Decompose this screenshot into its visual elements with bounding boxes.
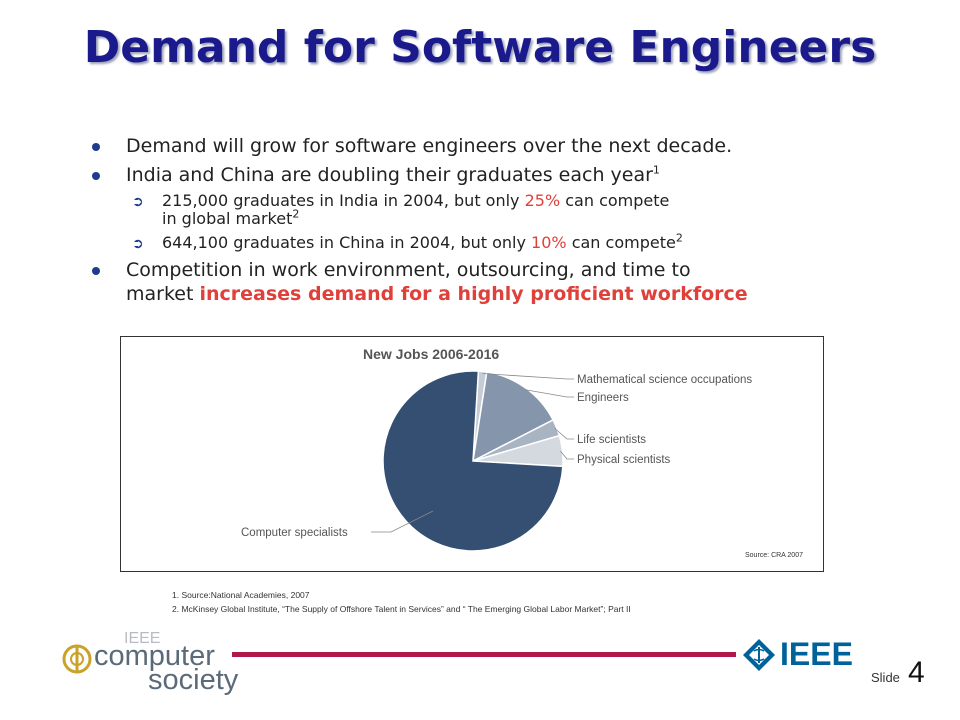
slide-label: Slide (871, 670, 900, 685)
bullet-dot-icon (92, 172, 100, 180)
ieee-logo: IEEE (742, 636, 854, 676)
bullet-item: India and China are doubling their gradu… (92, 163, 892, 187)
pie-slice (472, 371, 555, 463)
sub-bullet-text: 215,000 graduates in India in 2004, but … (162, 191, 525, 210)
sub-bullet-item: ➲ 215,000 graduates in India in 2004, bu… (92, 192, 892, 228)
pie-label: Computer specialists (241, 527, 348, 539)
computer-society-logo: IEEE computer society (62, 630, 242, 700)
logo-computer-text: computer (94, 640, 215, 672)
leader-line (554, 428, 574, 440)
pie-chart: New Jobs 2006-2016 Computer specialists M… (241, 346, 803, 559)
arrow-bullet-icon: ➲ (132, 236, 144, 252)
bullet-text: Competition in work environment, outsour… (126, 259, 691, 281)
sub-bullet-text: 644,100 graduates in China in 2004, but … (162, 233, 532, 252)
bullet-list: Demand will grow for software engineers … (92, 134, 892, 311)
footnote-ref: 2 (292, 207, 300, 221)
bullet-text: Demand will grow for software engineers … (126, 135, 733, 157)
highlight-percent: 10% (531, 233, 567, 252)
sub-bullet-item: ➲ 644,100 graduates in China in 2004, bu… (92, 231, 892, 252)
bullet-dot-icon (92, 267, 100, 275)
ieee-diamond-icon (743, 639, 775, 671)
bullet-dot-icon (92, 143, 100, 151)
footer-divider (232, 652, 736, 657)
bullet-text: India and China are doubling their gradu… (126, 164, 653, 186)
leader-line (482, 373, 574, 380)
logo-ieee-text: IEEE (124, 630, 161, 647)
pie-label: Engineers (577, 392, 629, 404)
sub-bullet-text: can compete (566, 233, 676, 252)
chart-source: Source: CRA 2007 (745, 552, 803, 559)
chart-title: New Jobs 2006-2016 (363, 346, 499, 362)
leader-line (371, 510, 434, 533)
bullet-item: Demand will grow for software engineers … (92, 134, 892, 158)
slide-title: Demand for Software Engineers (83, 22, 877, 73)
leader-line (524, 389, 574, 398)
logo-society-text: society (148, 664, 239, 696)
sub-bullet-text: can compete (560, 191, 670, 210)
footnote-1: 1. Source:National Academies, 2007 (172, 590, 310, 600)
footnote-ref: 2 (675, 231, 683, 245)
slide-number: 4 (908, 656, 925, 689)
pie-label: Mathematical science occupations (577, 374, 752, 386)
footnotes: 1. Source:National Academies, 2007 2. Mc… (172, 588, 631, 616)
bullet-text: market (126, 283, 200, 305)
ieee-logo-text: IEEE (780, 636, 853, 672)
highlight-percent: 25% (524, 191, 561, 210)
arrow-bullet-icon: ➲ (132, 194, 144, 210)
footnote-2: 2. McKinsey Global Institute, “The Suppl… (172, 604, 631, 614)
pie-slice (382, 370, 564, 552)
emphasis-text: increases demand for a highly proficient… (199, 283, 748, 305)
pie-chart-panel: New Jobs 2006-2016 Computer specialists M… (120, 336, 824, 572)
pie-label: Physical scientists (577, 454, 671, 466)
computer-society-emblem-icon (62, 644, 92, 674)
footnote-ref: 1 (652, 163, 660, 177)
sub-bullet-text: in global market (162, 209, 293, 228)
pie-label: Life scientists (577, 434, 646, 446)
leader-line (560, 450, 574, 460)
bullet-item: Competition in work environment, outsour… (92, 258, 892, 306)
